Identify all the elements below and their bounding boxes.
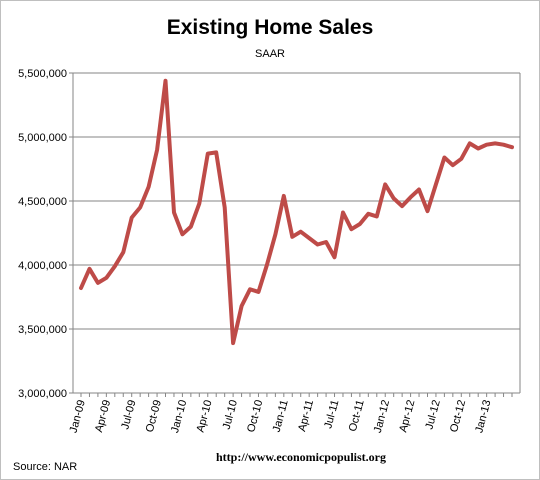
x-axis-tick-labels: Jan-09 Apr-09 Jul-09 Oct-09 Jan-10 Apr-10 Jul-… (68, 393, 513, 435)
chart-title: Existing Home Sales (167, 16, 374, 39)
x-tick-label: Jul-10 (221, 399, 240, 431)
x-tick-label: Apr-12 (397, 399, 417, 434)
x-tick-label: Jan-10 (169, 399, 189, 435)
x-tick-label: Oct-11 (347, 399, 367, 433)
x-tick-label: Jul-11 (322, 399, 341, 430)
x-tick-label: Jan-11 (271, 399, 291, 434)
x-tick-label: Oct-09 (144, 399, 164, 434)
x-tick-label: Oct-10 (245, 399, 265, 434)
x-tick-label: Jul-09 (119, 399, 138, 431)
y-axis-tick-labels: 3,000,000 3,500,000 4,000,000 4,500,000 5,00… (18, 68, 73, 400)
y-tick-label: 4,500,000 (18, 196, 67, 208)
source-url: http://www.economicpopulist.org (216, 450, 386, 464)
y-tick-label: 5,000,000 (18, 132, 67, 144)
x-tick-label: Apr-10 (195, 399, 215, 434)
source-note: Source: NAR (13, 461, 77, 473)
y-tick-label: 3,500,000 (18, 324, 67, 336)
x-tick-label: Jan-12 (372, 399, 392, 435)
x-tick-label: Apr-11 (296, 399, 316, 433)
x-tick-label: Jan-13 (473, 399, 493, 435)
chart-subtitle: SAAR (255, 48, 285, 60)
series-line-existing-home-sales (79, 78, 514, 346)
y-tick-label: 5,500,000 (18, 68, 67, 80)
x-tick-label: Jan-09 (68, 399, 88, 435)
x-tick-label: Apr-09 (93, 399, 113, 434)
y-tick-label: 4,000,000 (18, 260, 67, 272)
axes (72, 73, 521, 394)
x-tick-label: Oct-12 (448, 399, 468, 434)
x-tick-label: Jul-12 (423, 399, 442, 431)
series-layer (79, 78, 514, 346)
y-tick-label: 3,000,000 (18, 388, 67, 400)
